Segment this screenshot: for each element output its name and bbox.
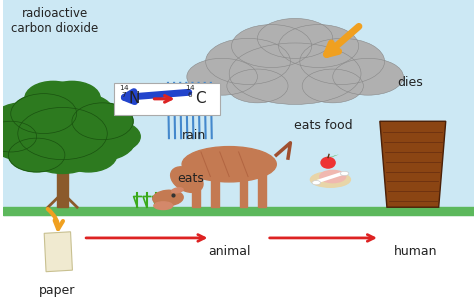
Ellipse shape xyxy=(48,94,114,134)
Polygon shape xyxy=(44,232,73,272)
Text: radioactive
carbon dioxide: radioactive carbon dioxide xyxy=(11,7,99,36)
Ellipse shape xyxy=(206,38,291,84)
Ellipse shape xyxy=(340,171,349,176)
Bar xyxy=(3,207,474,215)
Ellipse shape xyxy=(333,58,403,95)
Ellipse shape xyxy=(302,69,364,103)
FancyBboxPatch shape xyxy=(114,83,220,115)
Text: rain: rain xyxy=(182,129,206,142)
Ellipse shape xyxy=(227,69,288,103)
Ellipse shape xyxy=(279,25,359,68)
Text: eats food: eats food xyxy=(294,119,353,132)
Ellipse shape xyxy=(154,202,173,210)
Text: human: human xyxy=(393,245,437,258)
Text: N: N xyxy=(128,91,140,106)
Bar xyxy=(3,0,474,215)
Ellipse shape xyxy=(27,134,98,173)
Ellipse shape xyxy=(72,103,133,140)
Ellipse shape xyxy=(231,25,311,68)
Ellipse shape xyxy=(0,121,36,152)
Ellipse shape xyxy=(300,38,384,84)
Ellipse shape xyxy=(229,43,361,104)
Ellipse shape xyxy=(182,147,276,182)
Polygon shape xyxy=(328,154,339,157)
Ellipse shape xyxy=(44,81,100,115)
Text: dies: dies xyxy=(398,76,423,89)
Ellipse shape xyxy=(153,190,183,206)
Ellipse shape xyxy=(310,172,350,187)
Ellipse shape xyxy=(171,167,203,192)
Ellipse shape xyxy=(60,138,117,172)
Ellipse shape xyxy=(25,81,82,115)
Text: $^{14}_{\ 6}$: $^{14}_{\ 6}$ xyxy=(185,83,196,100)
Ellipse shape xyxy=(89,121,140,152)
Text: C: C xyxy=(195,91,205,106)
Bar xyxy=(258,170,266,207)
Bar xyxy=(211,167,219,207)
Ellipse shape xyxy=(18,107,107,160)
Text: paper: paper xyxy=(39,284,75,297)
Ellipse shape xyxy=(187,58,257,95)
Bar xyxy=(239,167,247,207)
Ellipse shape xyxy=(321,157,335,168)
Text: eats: eats xyxy=(177,172,204,185)
Ellipse shape xyxy=(312,181,320,185)
Polygon shape xyxy=(380,121,446,207)
Ellipse shape xyxy=(320,170,346,183)
Ellipse shape xyxy=(0,103,53,140)
Ellipse shape xyxy=(60,118,136,161)
Bar xyxy=(192,170,200,207)
Text: animal: animal xyxy=(208,245,250,258)
Ellipse shape xyxy=(257,18,333,58)
Text: $^{14}_{\ 7}$: $^{14}_{\ 7}$ xyxy=(119,83,130,100)
Ellipse shape xyxy=(0,118,65,161)
Ellipse shape xyxy=(9,138,65,172)
Ellipse shape xyxy=(172,188,183,193)
Ellipse shape xyxy=(11,94,77,134)
Bar xyxy=(57,140,68,207)
